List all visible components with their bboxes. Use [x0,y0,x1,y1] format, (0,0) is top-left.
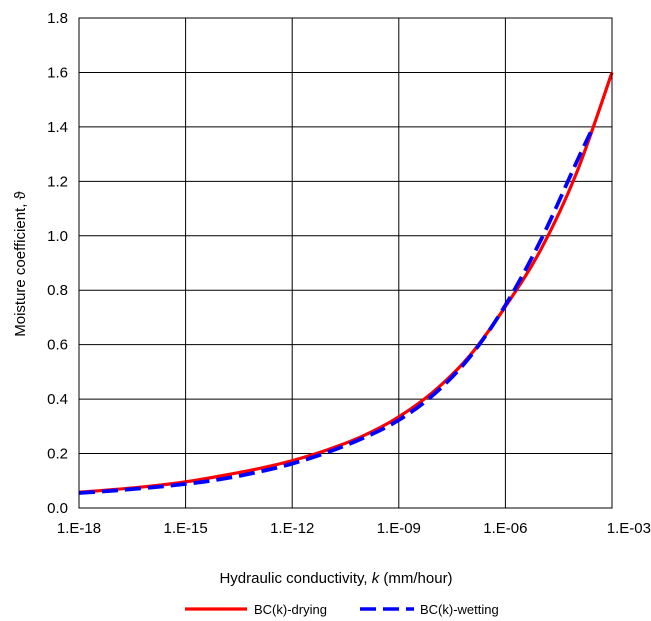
y-tick-label: 1.4 [47,119,68,136]
legend-label-drying: BC(k)-drying [254,602,327,617]
y-tick-labels: 0.0 0.2 0.4 0.6 0.8 1.0 1.2 1.4 1.6 1.8 [47,10,68,517]
series-line-wetting [78,131,593,495]
legend: BC(k)-drying BC(k)-wetting [185,602,499,617]
y-tick-label: 0.0 [47,500,68,517]
series-line-drying [78,71,614,494]
plot-frame [78,17,613,509]
y-tick-label: 0.8 [47,282,68,299]
x-tick-label: 1.E-03 [607,520,651,537]
y-tick-label: 1.6 [47,64,68,81]
x-tick-label: 1.E-06 [483,520,527,537]
y-tick-label: 0.4 [47,391,68,408]
series-lines [78,71,614,495]
x-tick-label: 1.E-15 [163,520,207,537]
y-tick-label: 1.0 [47,228,68,245]
y-axis-title: Moisture coefficient, ϑ [12,190,29,336]
y-tick-label: 1.8 [47,10,68,27]
y-tick-label: 0.6 [47,337,68,354]
y-tick-label: 0.2 [47,446,68,463]
x-tick-labels: 1.E-18 1.E-15 1.E-12 1.E-09 1.E-06 1.E-03 [57,520,651,537]
legend-label-wetting: BC(k)-wetting [420,602,499,617]
x-tick-label: 1.E-18 [57,520,101,537]
y-tick-label: 1.2 [47,173,68,190]
x-tick-label: 1.E-12 [270,520,314,537]
x-tick-label: 1.E-09 [377,520,421,537]
x-axis-title: Hydraulic conductivity, k (mm/hour) [219,570,452,587]
